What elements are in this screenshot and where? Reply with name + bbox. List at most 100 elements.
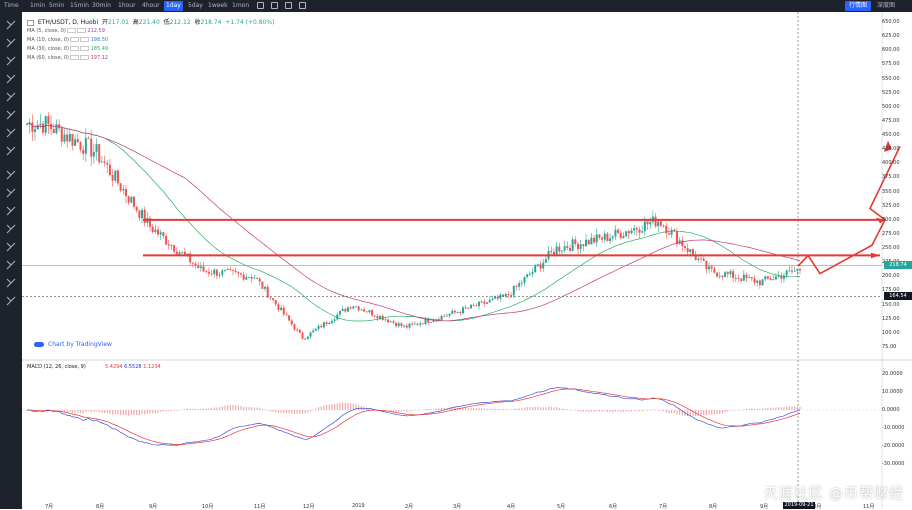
settings-icon[interactable] bbox=[271, 2, 278, 9]
timeframe-1min[interactable]: 1min bbox=[28, 1, 47, 11]
candle bbox=[235, 271, 237, 272]
candle bbox=[34, 129, 36, 132]
lock-drawing-icon[interactable] bbox=[5, 220, 17, 232]
macd-histogram-bar bbox=[190, 409, 191, 410]
candle bbox=[614, 230, 616, 237]
timeframe-1mon[interactable]: 1mon bbox=[230, 1, 251, 11]
candle bbox=[783, 275, 785, 278]
macd-histogram-bar bbox=[781, 407, 782, 410]
timeframe-30min[interactable]: 30min bbox=[90, 1, 113, 11]
fullscreen-icon[interactable] bbox=[285, 2, 292, 9]
candle bbox=[261, 282, 263, 289]
camera-icon[interactable] bbox=[257, 2, 264, 9]
macd-histogram-bar bbox=[179, 410, 180, 411]
candle bbox=[671, 230, 673, 235]
candle bbox=[74, 139, 76, 146]
candle bbox=[751, 277, 753, 278]
undo-icon[interactable] bbox=[299, 2, 306, 9]
lock-icon[interactable] bbox=[5, 238, 17, 250]
arrow-icon[interactable] bbox=[5, 142, 17, 154]
timeframe-1hour[interactable]: 1hour bbox=[116, 1, 138, 11]
price-chart[interactable] bbox=[22, 12, 912, 509]
candle bbox=[475, 305, 477, 306]
candle bbox=[224, 270, 226, 271]
macd-histogram-bar bbox=[770, 408, 771, 410]
candle bbox=[85, 138, 87, 154]
candle bbox=[328, 323, 330, 324]
candle bbox=[387, 319, 389, 322]
measure-icon[interactable] bbox=[5, 124, 17, 136]
candle bbox=[229, 269, 231, 270]
timeframe-Time[interactable]: Time bbox=[2, 1, 21, 11]
candle bbox=[596, 235, 598, 243]
price-tick-label: 150.00 bbox=[882, 302, 908, 308]
signal-line bbox=[27, 389, 800, 445]
macd-histogram-bar bbox=[353, 404, 354, 410]
candle bbox=[390, 321, 392, 322]
candle bbox=[630, 230, 632, 233]
candle bbox=[515, 286, 517, 287]
candle bbox=[724, 272, 726, 277]
kline-view-button[interactable]: 行情图 bbox=[845, 1, 871, 11]
timeframe-5min[interactable]: 5min bbox=[47, 1, 66, 11]
timeframe-15min[interactable]: 15min bbox=[68, 1, 91, 11]
tradingview-credit[interactable]: Chart by TradingView bbox=[34, 341, 112, 348]
candle bbox=[53, 129, 55, 133]
macd-histogram-bar bbox=[254, 407, 255, 410]
timeframe-1day[interactable]: 1day bbox=[164, 1, 183, 11]
zoom-icon[interactable] bbox=[5, 184, 17, 196]
macd-histogram-bar bbox=[572, 410, 573, 411]
macd-tick-label: 0.0000 bbox=[882, 407, 908, 413]
pattern-icon[interactable] bbox=[5, 106, 17, 118]
trendline-icon[interactable] bbox=[5, 34, 17, 46]
macd-histogram-bar bbox=[238, 406, 239, 410]
brush-icon[interactable] bbox=[5, 70, 17, 82]
macd-histogram-bar bbox=[270, 410, 271, 411]
candle bbox=[433, 321, 435, 322]
magnet-icon[interactable] bbox=[5, 202, 17, 214]
macd-histogram-bar bbox=[519, 408, 520, 410]
timeframe-1week[interactable]: 1week bbox=[206, 1, 230, 11]
candle bbox=[165, 236, 167, 244]
candle bbox=[31, 122, 33, 131]
crosshair-icon[interactable] bbox=[5, 16, 17, 28]
price-tick-label: 625.00 bbox=[882, 33, 908, 39]
candle bbox=[719, 276, 721, 277]
ma60-line bbox=[27, 123, 800, 321]
candle bbox=[39, 124, 41, 125]
trash-icon[interactable] bbox=[5, 292, 17, 304]
macd-histogram-bar bbox=[85, 410, 86, 412]
candle bbox=[219, 275, 221, 276]
candle bbox=[243, 274, 245, 279]
macd-histogram-bar bbox=[735, 410, 736, 411]
candle bbox=[285, 314, 287, 315]
text-icon[interactable] bbox=[5, 88, 17, 100]
layers-icon[interactable] bbox=[5, 274, 17, 286]
depth-view-button[interactable]: 深度图 bbox=[873, 1, 899, 11]
macd-histogram-bar bbox=[647, 410, 648, 411]
timeframe-5day[interactable]: 5day bbox=[186, 1, 205, 11]
drawing-toolbar bbox=[0, 12, 22, 509]
candle bbox=[561, 250, 563, 251]
macd-histogram-bar bbox=[714, 410, 715, 414]
candle bbox=[748, 277, 750, 278]
candle bbox=[408, 324, 410, 328]
time-tick-label: 2019 bbox=[352, 503, 365, 509]
eye-icon[interactable] bbox=[5, 256, 17, 268]
candle bbox=[772, 279, 774, 280]
timeframe-4hour[interactable]: 4hour bbox=[140, 1, 162, 11]
ruler-icon[interactable] bbox=[5, 166, 17, 178]
candle bbox=[553, 252, 555, 255]
candle bbox=[376, 316, 378, 318]
candle bbox=[360, 310, 362, 311]
macd-histogram-bar bbox=[133, 410, 134, 415]
fib-icon[interactable] bbox=[5, 52, 17, 64]
candle bbox=[339, 311, 341, 315]
candle bbox=[248, 277, 250, 278]
candle bbox=[232, 270, 234, 271]
macd-histogram-bar bbox=[358, 405, 359, 410]
macd-histogram-bar bbox=[601, 410, 602, 412]
macd-histogram-bar bbox=[516, 409, 517, 410]
candle bbox=[692, 249, 694, 254]
